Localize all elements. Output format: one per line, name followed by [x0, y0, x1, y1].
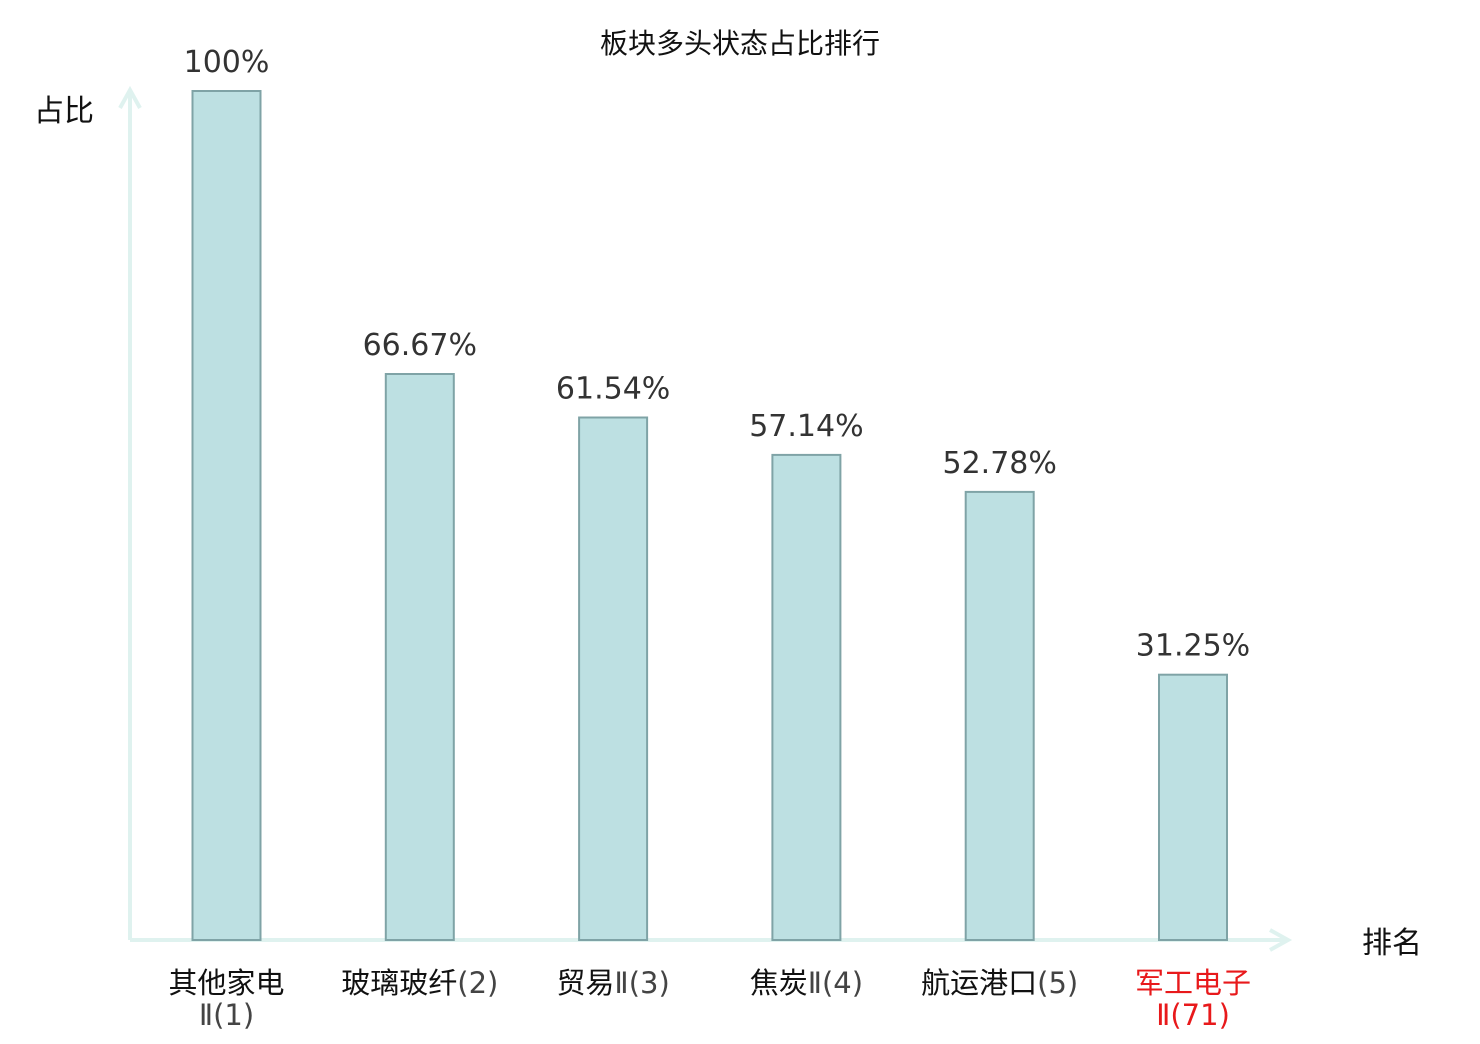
value-labels-group: 100% 66.67% 61.54% 57.14% 52.78% 31.25%: [184, 45, 1251, 664]
bars-group: [191, 90, 1228, 941]
category-rank: Ⅱ(4): [808, 966, 863, 1000]
category-label: 焦炭Ⅱ(4): [750, 966, 863, 1000]
bar: [191, 90, 262, 941]
category-name: 玻璃玻纤: [341, 966, 457, 1000]
bar: [1158, 673, 1228, 941]
bar: [964, 490, 1035, 941]
bar: [771, 453, 842, 941]
category-rank: Ⅱ(1): [199, 998, 254, 1032]
y-axis-label: 占比: [34, 94, 94, 129]
category-name: 军工电子: [1135, 966, 1251, 1000]
bar: [384, 373, 455, 941]
category-name: 其他家电: [168, 966, 284, 1000]
value-label: 31.25%: [1136, 629, 1250, 664]
value-label: 57.14%: [749, 409, 863, 444]
category-label: 玻璃玻纤(2): [341, 966, 498, 1000]
category-name: 贸易: [556, 966, 614, 1000]
x-axis-label: 排名: [1362, 926, 1422, 961]
category-name: 航运港口: [921, 966, 1037, 1000]
chart-title: 板块多头状态占比排行: [600, 27, 880, 60]
bar: [578, 416, 649, 941]
category-label: 航运港口(5): [921, 966, 1078, 1000]
category-rank: Ⅱ(3): [614, 966, 669, 1000]
category-name: 焦炭: [750, 966, 808, 1000]
value-label: 61.54%: [556, 372, 670, 407]
value-label: 100%: [184, 45, 270, 80]
value-label: 52.78%: [943, 446, 1057, 481]
category-rank: Ⅱ(71): [1156, 998, 1230, 1032]
category-rank: (2): [457, 966, 498, 1000]
category-rank: (5): [1037, 966, 1078, 1000]
category-label: 贸易Ⅱ(3): [556, 966, 669, 1000]
y-axis-arrow-icon: [118, 85, 142, 109]
x-axis-arrow-icon: [1269, 928, 1293, 952]
axes: 占比 排名: [34, 85, 1422, 961]
value-label: 66.67%: [363, 328, 477, 363]
